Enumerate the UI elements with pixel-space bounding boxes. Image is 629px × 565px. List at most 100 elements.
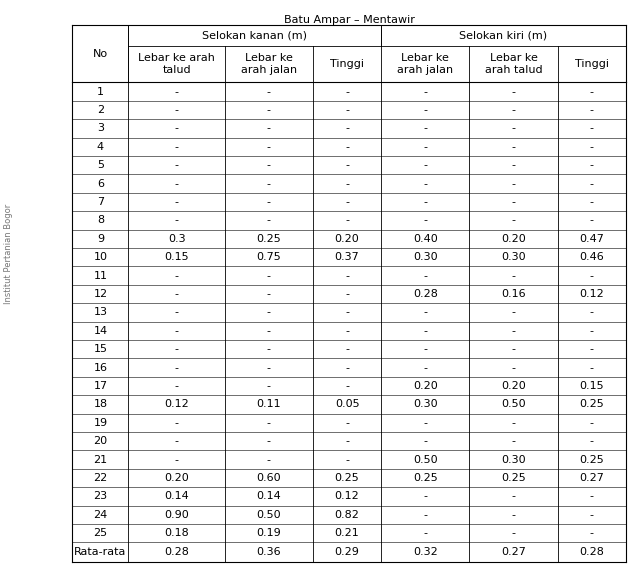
Text: 0.30: 0.30 [413,399,438,410]
Text: -: - [175,86,179,97]
Text: -: - [267,179,271,189]
Text: 0.19: 0.19 [257,528,281,538]
Text: 13: 13 [94,307,108,318]
Text: 0.25: 0.25 [257,234,281,244]
Text: 0.15: 0.15 [164,252,189,262]
Text: Institut Pertanian Bogor: Institut Pertanian Bogor [4,204,13,305]
Text: -: - [423,86,427,97]
Text: -: - [345,326,349,336]
Text: -: - [511,124,516,133]
Text: 0.18: 0.18 [164,528,189,538]
Text: 17: 17 [93,381,108,391]
Text: -: - [175,179,179,189]
Text: -: - [511,436,516,446]
Text: -: - [267,271,271,281]
Text: 0.25: 0.25 [579,399,604,410]
Text: -: - [267,197,271,207]
Text: 0.14: 0.14 [164,492,189,501]
Text: -: - [345,179,349,189]
Text: -: - [267,455,271,464]
Text: -: - [175,363,179,373]
Text: 8: 8 [97,215,104,225]
Text: -: - [511,179,516,189]
Text: -: - [175,197,179,207]
Text: -: - [267,418,271,428]
Text: -: - [267,307,271,318]
Text: -: - [423,197,427,207]
Text: -: - [345,418,349,428]
Text: -: - [345,197,349,207]
Text: -: - [175,215,179,225]
Text: 0.36: 0.36 [257,547,281,557]
Text: -: - [590,142,594,152]
Text: -: - [345,215,349,225]
Text: Batu Ampar – Mentawir: Batu Ampar – Mentawir [284,15,415,25]
Text: -: - [175,326,179,336]
Text: 18: 18 [93,399,108,410]
Text: 16: 16 [94,363,108,373]
Text: -: - [590,363,594,373]
Text: -: - [511,105,516,115]
Text: 3: 3 [97,124,104,133]
Text: -: - [423,418,427,428]
Text: 0.20: 0.20 [335,234,359,244]
Text: -: - [590,510,594,520]
Text: 15: 15 [94,344,108,354]
Text: -: - [423,436,427,446]
Text: 0.47: 0.47 [579,234,604,244]
Text: 0.28: 0.28 [413,289,438,299]
Text: -: - [267,436,271,446]
Text: -: - [511,510,516,520]
Text: -: - [267,344,271,354]
Text: -: - [511,215,516,225]
Text: -: - [590,326,594,336]
Text: -: - [590,179,594,189]
Text: -: - [267,142,271,152]
Text: -: - [267,160,271,170]
Text: 0.50: 0.50 [413,455,438,464]
Text: 0.28: 0.28 [579,547,604,557]
Text: 0.11: 0.11 [257,399,281,410]
Text: -: - [590,307,594,318]
Text: -: - [590,86,594,97]
Text: -: - [590,124,594,133]
Text: -: - [267,326,271,336]
Text: -: - [175,160,179,170]
Text: -: - [345,344,349,354]
Text: -: - [267,86,271,97]
Text: -: - [511,271,516,281]
Text: -: - [590,492,594,501]
Text: 9: 9 [97,234,104,244]
Text: -: - [345,307,349,318]
Text: 0.3: 0.3 [168,234,186,244]
Text: -: - [175,105,179,115]
Text: -: - [423,492,427,501]
Text: 7: 7 [97,197,104,207]
Text: 0.12: 0.12 [335,492,359,501]
Text: 0.25: 0.25 [413,473,438,483]
Text: 0.05: 0.05 [335,399,359,410]
Text: -: - [175,307,179,318]
Text: -: - [345,436,349,446]
Text: -: - [511,86,516,97]
Text: -: - [590,418,594,428]
Text: -: - [423,344,427,354]
Text: -: - [267,363,271,373]
Text: -: - [267,105,271,115]
Text: 1: 1 [97,86,104,97]
Text: -: - [423,179,427,189]
Text: -: - [267,124,271,133]
Text: -: - [175,142,179,152]
Text: 11: 11 [94,271,108,281]
Text: -: - [175,344,179,354]
Text: 0.82: 0.82 [335,510,360,520]
Text: -: - [423,510,427,520]
Text: -: - [511,528,516,538]
Text: Rata-rata: Rata-rata [74,547,126,557]
Text: -: - [175,289,179,299]
Text: 0.90: 0.90 [164,510,189,520]
Text: 0.25: 0.25 [335,473,359,483]
Text: -: - [267,289,271,299]
Text: -: - [345,86,349,97]
Text: -: - [345,105,349,115]
